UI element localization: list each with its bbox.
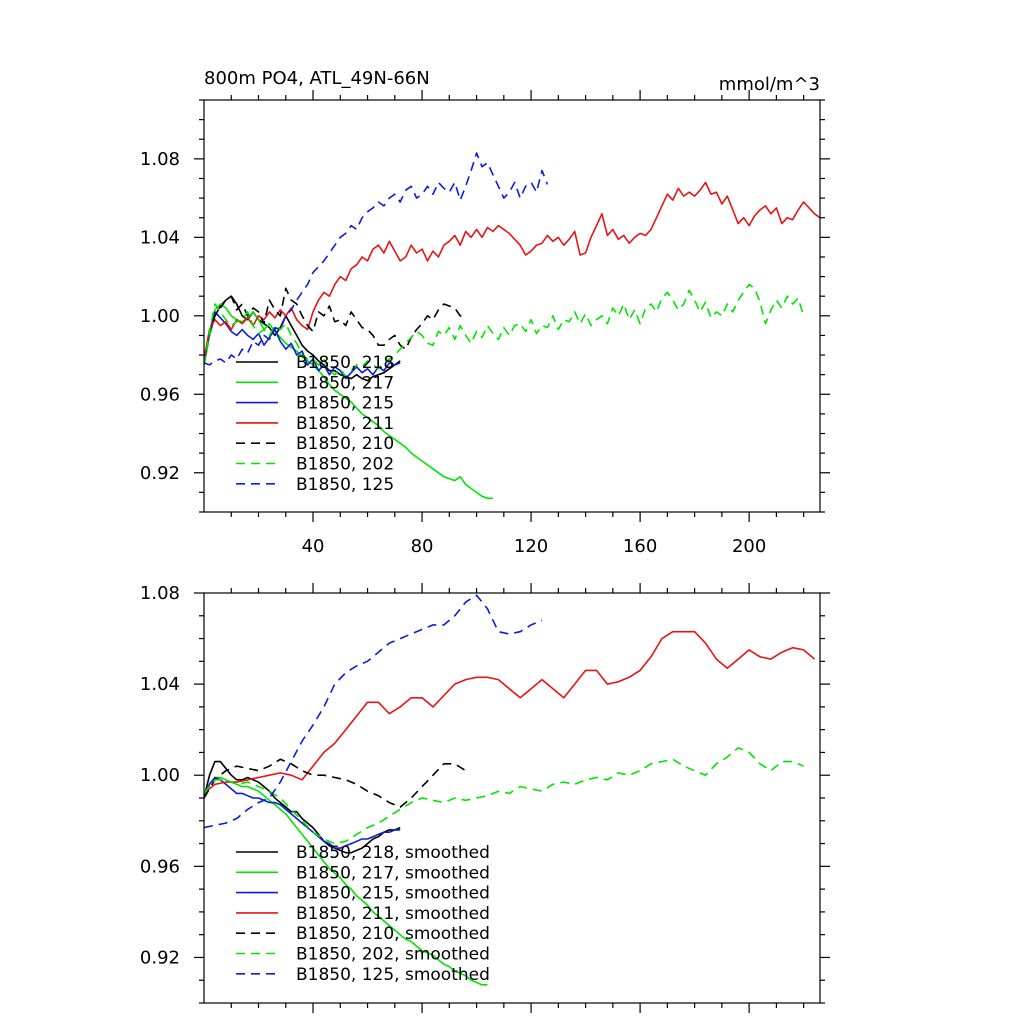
y-tick-label: 1.08: [140, 149, 180, 170]
legend-label: B1850, 215, smoothed: [296, 884, 490, 904]
y-tick-label: 1.04: [140, 227, 180, 248]
plot-frame: [203, 99, 821, 513]
legend-label: B1850, 217, smoothed: [296, 863, 490, 883]
series-line-b1850-202-smoothed: [204, 747, 804, 845]
y-tick-label: 0.96: [140, 384, 180, 405]
legend-label: B1850, 210, smoothed: [296, 924, 490, 944]
y-tick-label: 1.08: [140, 583, 180, 604]
units-label: mmol/m^3: [719, 74, 820, 95]
legend-label: B1850, 218: [296, 353, 394, 373]
legend-label: B1850, 125: [296, 475, 394, 495]
x-tick-label: 120: [514, 536, 548, 557]
series-group: [204, 152, 820, 500]
series-line-b1850-211: [204, 181, 820, 360]
x-tick-label: 80: [411, 536, 434, 557]
series-line-b1850-217-smoothed: [204, 776, 488, 986]
x-tick-label: 200: [732, 536, 766, 557]
top-panel: 40 80 120 160 200 0.92 0.96 1.00 1.04 1.08 800m PO…: [140, 68, 830, 557]
series-line-b1850-202: [204, 283, 805, 378]
series-line-b1850-125-smoothed: [204, 594, 543, 829]
y-tick-label: 1.04: [140, 674, 180, 695]
legend-label: B1850, 211, smoothed: [296, 904, 490, 924]
series-line-b1850-217: [204, 303, 493, 500]
series-line-b1850-125: [204, 152, 549, 366]
series-group: [204, 594, 816, 986]
legend-label: B1850, 210: [296, 434, 394, 454]
series-line-b1850-215: [204, 311, 401, 380]
series-line-b1850-218-smoothed: [204, 760, 401, 854]
x-tick-label: 40: [302, 536, 325, 557]
series-line-b1850-218: [204, 295, 401, 382]
series-line-b1850-215-smoothed: [204, 776, 401, 849]
legend-label: B1850, 202: [296, 455, 394, 475]
series-line-b1850-210: [204, 287, 466, 366]
legend-label: B1850, 215: [296, 394, 394, 414]
y-tick-label: 1.00: [140, 306, 180, 327]
y-tick-label: 0.92: [140, 463, 180, 484]
series-line-b1850-211-smoothed: [204, 630, 816, 795]
bottom-panel: 0.92 0.96 1.00 1.04 1.08 B1850, 218, smoothed…: [140, 583, 830, 1013]
y-tick-label: 0.92: [140, 947, 180, 968]
legend-label: B1850, 217: [296, 373, 394, 393]
x-tick-label: 160: [623, 536, 657, 557]
legend-label: B1850, 218, smoothed: [296, 843, 490, 863]
series-line-b1850-210-smoothed: [204, 758, 467, 808]
y-tick-label: 0.96: [140, 856, 180, 877]
legend-label: B1850, 202, smoothed: [296, 945, 490, 965]
legend-label: B1850, 211: [296, 414, 394, 434]
y-tick-label: 1.00: [140, 765, 180, 786]
chart-title: 800m PO4, ATL_49N-66N: [204, 68, 430, 89]
legend-label: B1850, 125, smoothed: [296, 965, 490, 985]
